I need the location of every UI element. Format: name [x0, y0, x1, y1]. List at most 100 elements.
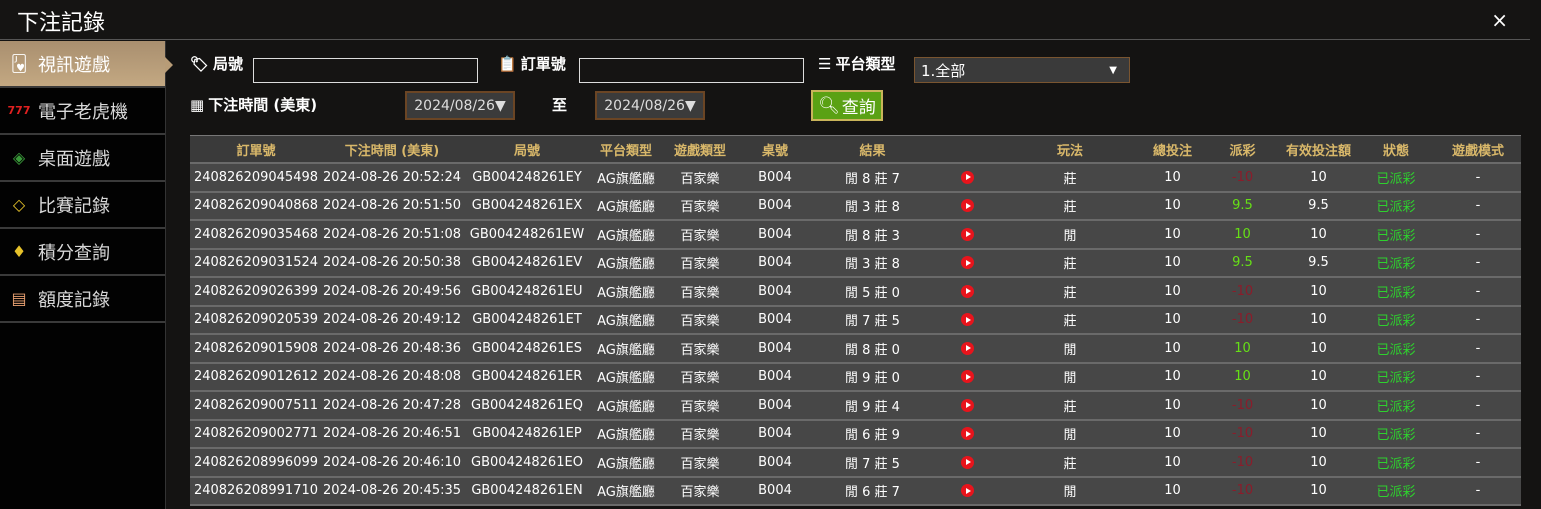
cell-valid-bet: 10: [1310, 169, 1327, 185]
order-input[interactable]: [579, 58, 804, 83]
cell-bet-time: 2024-08-26 20:51:50: [322, 198, 462, 214]
cell-round-no: GB004248261EU: [471, 283, 583, 299]
sidebar-item-label: 比賽記錄: [38, 195, 110, 217]
cell-play-type: 閒: [1063, 428, 1077, 444]
table-row: 240826209045498 2024-08-26 20:52:24 GB0042…: [190, 164, 1521, 193]
cell-platform: AG旗艦廳: [597, 285, 655, 301]
cell-round-no: GB004248261ET: [472, 312, 582, 328]
play-video-icon[interactable]: [961, 170, 974, 184]
date-to-picker[interactable]: 2024/08/26▼: [595, 91, 705, 120]
slot-777-icon: 777: [7, 104, 31, 117]
round-input[interactable]: [253, 58, 478, 83]
cell-platform: AG旗艦廳: [597, 428, 655, 444]
sidebar-item-1[interactable]: 777 電子老虎機: [0, 88, 165, 135]
platform-label-text: 平台類型: [835, 55, 896, 73]
cell-total-bet: 10: [1164, 397, 1181, 413]
cell-bet-time: 2024-08-26 20:46:51: [322, 426, 462, 442]
chevron-down-icon: ▼: [1109, 64, 1117, 76]
table-row: 240826209007511 2024-08-26 20:47:28 GB0042…: [190, 392, 1521, 421]
cell-game-mode: -: [1475, 226, 1481, 242]
cell-table-no: B004: [758, 255, 792, 271]
play-video-icon[interactable]: [961, 455, 974, 469]
cell-payout: 9.5: [1232, 255, 1253, 271]
diamond-icon: ♦: [11, 242, 27, 261]
cell-payout: -10: [1231, 312, 1254, 328]
sidebar-item-4[interactable]: ♦ 積分查詢: [0, 229, 165, 276]
cell-payout: -10: [1231, 483, 1254, 499]
sidebar-item-0[interactable]: 🂻 視訊遊戲: [0, 41, 173, 88]
header-platform: 平台類型: [599, 143, 652, 159]
cell-valid-bet: 10: [1310, 454, 1327, 470]
platform-select[interactable]: 1.全部 ▼: [914, 57, 1130, 83]
cell-table-no: B004: [758, 198, 792, 214]
play-video-icon[interactable]: [961, 199, 974, 213]
sidebar-item-3[interactable]: ◇ 比賽記錄: [0, 182, 165, 229]
play-video-icon[interactable]: [961, 370, 974, 384]
cell-game-mode: -: [1475, 397, 1481, 413]
play-video-icon[interactable]: [961, 313, 974, 327]
play-video-icon[interactable]: [961, 484, 974, 498]
cell-result: 閒 3 莊 8: [845, 257, 900, 273]
cell-game-mode: -: [1475, 483, 1481, 499]
date-from-picker[interactable]: 2024/08/26▼: [405, 91, 515, 120]
cell-table-no: B004: [758, 340, 792, 356]
cell-result: 閒 8 莊 3: [845, 228, 900, 244]
sidebar-item-2[interactable]: ◈ 桌面遊戲: [0, 135, 165, 182]
calendar-icon: ▦: [190, 95, 205, 114]
sidebar-item-label: 額度記錄: [38, 289, 110, 311]
cell-game-mode: -: [1475, 454, 1481, 470]
cell-bet-time: 2024-08-26 20:48:36: [322, 340, 462, 356]
play-video-icon[interactable]: [961, 227, 974, 241]
cell-order-no: 240826209020539: [193, 312, 319, 328]
cell-total-bet: 10: [1164, 454, 1181, 470]
cell-game-type: 百家樂: [680, 285, 720, 301]
cell-total-bet: 10: [1164, 426, 1181, 442]
play-video-icon[interactable]: [961, 341, 974, 355]
table-row: 240826209035468 2024-08-26 20:51:08 GB0042…: [190, 221, 1521, 250]
cell-table-no: B004: [758, 369, 792, 385]
play-video-icon[interactable]: [961, 427, 974, 441]
cell-payout: -10: [1231, 454, 1254, 470]
cell-order-no: 240826209035468: [193, 226, 319, 242]
cell-video: [935, 369, 1000, 384]
bet-records-table: 訂單號 下注時間 (美東) 局號 平台類型 遊戲類型 桌號 結果 玩法 總投注 派彩 有效投注額 狀態…: [190, 135, 1521, 506]
cell-play-type: 莊: [1063, 314, 1077, 330]
table-row: 240826209040868 2024-08-26 20:51:50 GB0042…: [190, 192, 1521, 221]
cell-play-type: 閒: [1063, 342, 1077, 358]
sidebar: 🂻 視訊遊戲 777 電子老虎機 ◈ 桌面遊戲 ◇ 比賽記錄 ♦ 積分查詢 ▤ 額度記錄: [0, 41, 173, 509]
close-icon[interactable]: ×: [1491, 8, 1508, 32]
cell-status: 已派彩: [1376, 228, 1416, 244]
cell-platform: AG旗艦廳: [597, 371, 655, 387]
play-video-icon[interactable]: [961, 284, 974, 298]
cell-order-no: 240826209002771: [193, 426, 319, 442]
cell-table-no: B004: [758, 169, 792, 185]
cell-status: 已派彩: [1376, 200, 1416, 216]
cell-platform: AG旗艦廳: [597, 485, 655, 501]
search-label: 查詢: [841, 98, 876, 118]
search-icon: 🔍︎: [818, 95, 840, 116]
cell-order-no: 240826209026399: [193, 283, 319, 299]
cell-total-bet: 10: [1164, 198, 1181, 214]
header-table-no: 桌號: [761, 143, 788, 159]
cell-total-bet: 10: [1164, 169, 1181, 185]
cell-table-no: B004: [758, 454, 792, 470]
cell-video: [935, 170, 1000, 185]
cell-platform: AG旗艦廳: [597, 456, 655, 472]
cell-round-no: GB004248261EW: [469, 226, 585, 242]
cell-game-mode: -: [1475, 312, 1481, 328]
cell-table-no: B004: [758, 312, 792, 328]
play-video-icon[interactable]: [961, 256, 974, 270]
play-video-icon[interactable]: [961, 398, 974, 412]
cell-result: 閒 6 莊 7: [845, 485, 900, 501]
clipboard-icon: 📋: [498, 54, 517, 73]
cell-valid-bet: 9.5: [1308, 198, 1329, 214]
cell-round-no: GB004248261EN: [471, 483, 583, 499]
cell-video: [935, 255, 1000, 270]
cell-status: 已派彩: [1376, 171, 1416, 187]
cell-total-bet: 10: [1164, 369, 1181, 385]
cell-status: 已派彩: [1376, 285, 1416, 301]
cell-game-type: 百家樂: [680, 371, 720, 387]
search-button[interactable]: 🔍︎ 查詢: [811, 90, 883, 121]
cell-video: [935, 227, 1000, 242]
sidebar-item-5[interactable]: ▤ 額度記錄: [0, 276, 165, 323]
